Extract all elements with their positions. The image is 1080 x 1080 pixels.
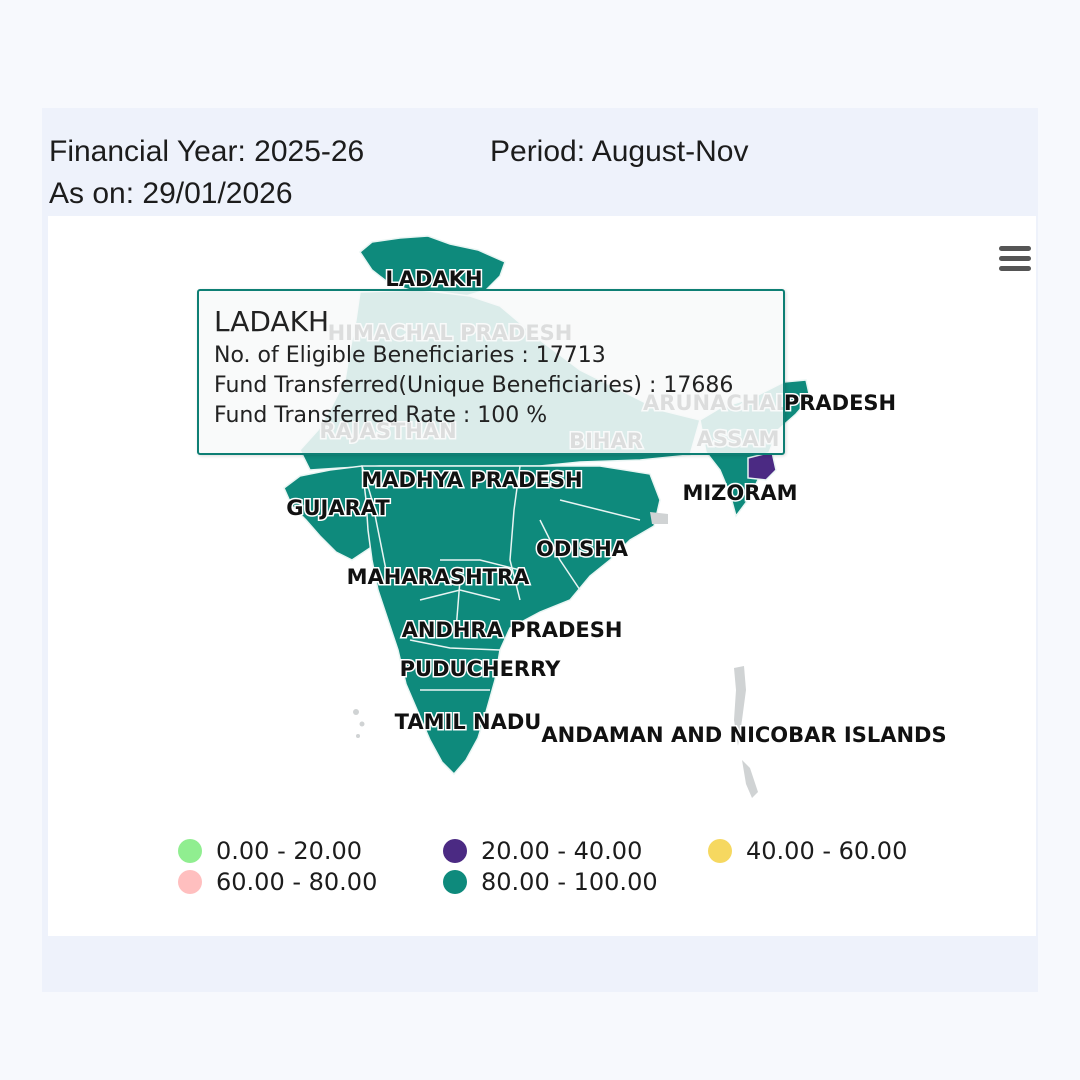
state-ladakh[interactable] (359, 235, 506, 297)
legend-item-60-80[interactable]: 60.00 - 80.00 (178, 867, 377, 897)
tooltip-transfer-rate: Fund Transferred Rate : 100 % (214, 403, 548, 428)
legend-color-dot (178, 839, 202, 863)
legend-color-dot (443, 870, 467, 894)
map-label-puducherry: PUDUCHERRY (400, 657, 561, 681)
legend-color-dot (178, 870, 202, 894)
map-label-odisha: ODISHA (536, 537, 629, 561)
state-peninsula[interactable] (361, 465, 661, 776)
legend-label: 40.00 - 60.00 (746, 837, 908, 865)
legend-label: 60.00 - 80.00 (216, 868, 378, 896)
as-on-date-label: As on: 29/01/2026 (49, 177, 293, 210)
region-no-data (650, 512, 668, 524)
map-label-pradesh: PRADESH (784, 391, 896, 415)
legend-item-40-60[interactable]: 40.00 - 60.00 (708, 836, 907, 866)
tooltip-title: LADAKH (214, 305, 330, 338)
map-label-mizoram: MIZORAM (682, 481, 797, 505)
chart-menu-button[interactable] (996, 242, 1034, 276)
legend-label: 0.00 - 20.00 (216, 837, 363, 865)
map-label-madhya-pradesh: MADHYA PRADESH (361, 468, 582, 492)
state-tooltip: LADAKH No. of Eligible Beneficiaries : 1… (197, 289, 785, 455)
legend-item-0-20[interactable]: 0.00 - 20.00 (178, 836, 362, 866)
legend-item-80-100[interactable]: 80.00 - 100.00 (443, 867, 658, 897)
legend-color-dot (708, 839, 732, 863)
tooltip-fund-transferred: Fund Transferred(Unique Beneficiaries) :… (214, 373, 734, 398)
legend-color-dot (443, 839, 467, 863)
state-highlighted[interactable] (747, 451, 777, 481)
map-label-ladakh: LADAKH (385, 267, 482, 291)
legend-label: 80.00 - 100.00 (481, 868, 658, 896)
map-label-andhra-pradesh: ANDHRA PRADESH (402, 618, 623, 642)
legend-label: 20.00 - 40.00 (481, 837, 643, 865)
map-label-andaman-and-nicobar-islands: ANDAMAN AND NICOBAR ISLANDS (541, 723, 946, 747)
andaman-islands[interactable] (734, 666, 746, 746)
financial-year-label: Financial Year: 2025-26 (49, 135, 365, 168)
map-label-tamil-nadu: TAMIL NADU (395, 710, 542, 734)
map-label-maharashtra: MAHARASHTRA (347, 565, 531, 589)
legend-item-20-40[interactable]: 20.00 - 40.00 (443, 836, 642, 866)
tooltip-eligible-beneficiaries: No. of Eligible Beneficiaries : 17713 (214, 343, 606, 368)
nicobar-islands[interactable] (742, 760, 758, 798)
period-label: Period: August-Nov (490, 135, 749, 168)
map-label-gujarat: GUJARAT (286, 496, 390, 520)
